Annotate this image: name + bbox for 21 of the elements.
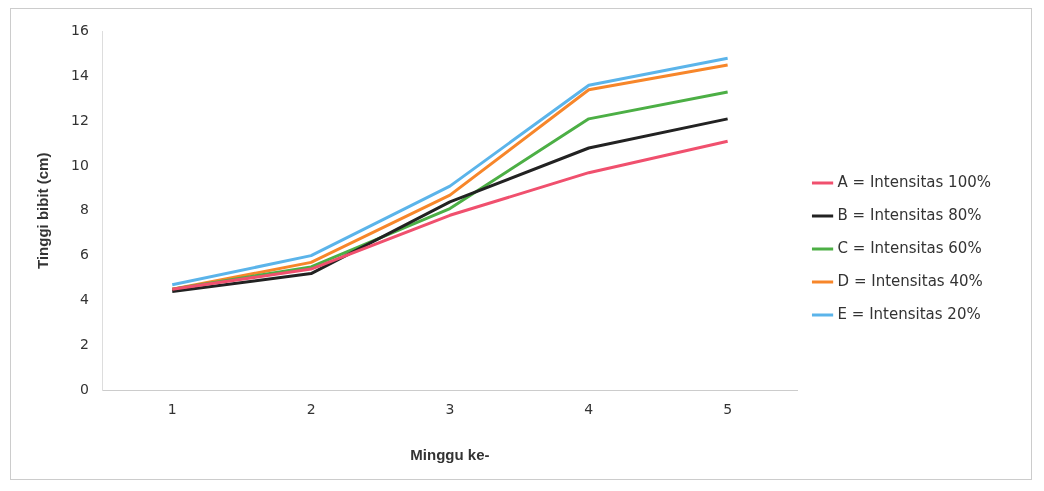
y-tick-label: 16 <box>70 22 89 39</box>
y-tick-label: 14 <box>70 66 89 83</box>
x-tick-label: 4 <box>584 401 594 418</box>
x-tick-label: 1 <box>167 401 177 418</box>
legend-label: C = Intensitas 60% <box>837 238 982 257</box>
legend-label: A = Intensitas 100% <box>837 172 991 191</box>
y-axis-title: Tinggi bibit (cm) <box>34 152 52 269</box>
legend-label: D = Intensitas 40% <box>837 271 983 290</box>
y-tick-label: 0 <box>79 380 89 397</box>
y-tick-label: 8 <box>79 201 89 218</box>
x-tick-label: 5 <box>723 401 733 418</box>
x-tick-label: 2 <box>306 401 316 418</box>
x-axis-title: Minggu ke- <box>410 446 490 464</box>
y-tick-label: 12 <box>70 111 89 128</box>
y-tick-label: 10 <box>70 156 89 173</box>
y-tick-label: 2 <box>79 335 89 352</box>
y-tick-label: 6 <box>79 246 89 263</box>
x-tick-label: 3 <box>445 401 455 418</box>
y-tick-label: 4 <box>79 291 89 308</box>
legend-label: E = Intensitas 20% <box>837 304 981 323</box>
legend-label: B = Intensitas 80% <box>837 205 982 224</box>
